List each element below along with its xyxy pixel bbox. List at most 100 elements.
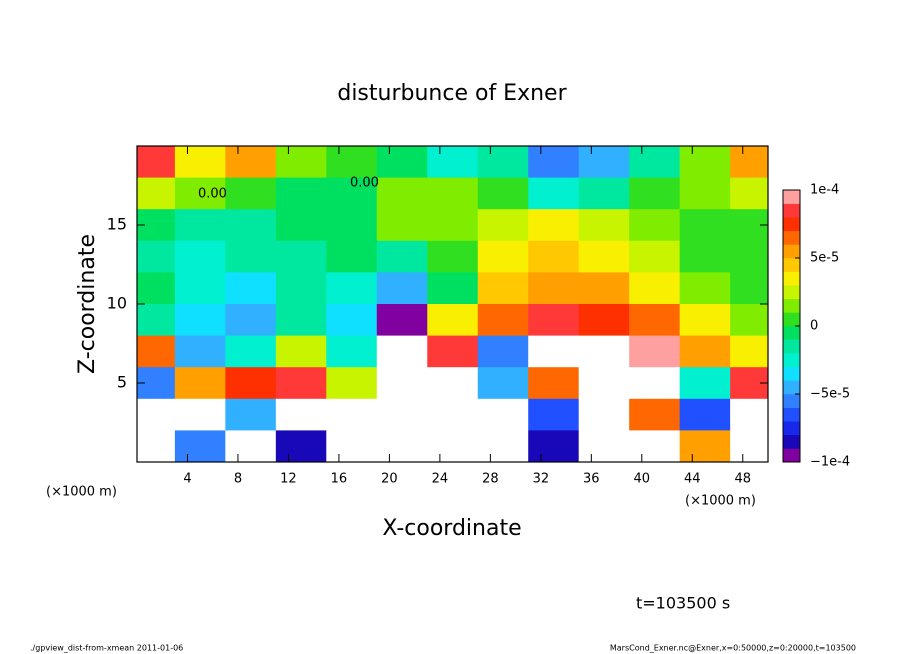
colorbar-swatch	[783, 217, 800, 232]
field-cell	[427, 146, 479, 179]
field-cell	[174, 367, 226, 400]
field-cell	[137, 146, 176, 179]
field-cell	[528, 398, 580, 431]
x-unit: (×1000 m)	[685, 494, 756, 509]
field-cell	[629, 146, 681, 179]
field-cell	[578, 430, 630, 462]
field-cell	[477, 272, 529, 305]
field	[137, 146, 768, 462]
field-cell	[730, 240, 768, 273]
field-cell	[679, 335, 731, 368]
field-cell	[528, 367, 580, 400]
y-axis-label: Z-coordinate	[75, 234, 100, 374]
field-cell	[376, 209, 428, 242]
chart-title: disturbunce of Exner	[337, 81, 567, 106]
field-cell	[629, 335, 681, 368]
y-tick-label: 15	[107, 215, 127, 234]
field-cell	[730, 335, 768, 368]
footer-left: ./gpview_dist-from-xmean 2011-01-06	[30, 644, 183, 653]
field-cell	[578, 335, 630, 368]
field-cell	[730, 304, 768, 337]
field-cell	[477, 304, 529, 337]
field-cell	[578, 146, 630, 179]
field-cell	[225, 367, 277, 400]
field-cell	[427, 335, 479, 368]
field-cell	[326, 209, 378, 242]
field-cell	[427, 367, 479, 400]
field-cell	[137, 304, 176, 337]
field-cell	[376, 272, 428, 305]
field-cell	[427, 240, 479, 273]
field-cell	[427, 304, 479, 337]
x-tick-label: 48	[734, 472, 751, 487]
colorbar-swatch	[783, 448, 800, 463]
footer-right: MarsCond_Exner.nc@Exner,x=0:50000,z=0:20…	[610, 644, 856, 653]
y-tick-label: 10	[107, 294, 127, 313]
field-cell	[326, 430, 378, 462]
field-cell	[427, 430, 479, 462]
field-cell	[528, 146, 580, 179]
colorbar-swatch	[783, 366, 800, 381]
field-cell	[174, 146, 226, 179]
field-cell	[275, 398, 327, 431]
x-tick-label: 36	[583, 472, 600, 487]
field-cell	[275, 240, 327, 273]
field-cell	[629, 177, 681, 210]
field-cell	[326, 398, 378, 431]
field-cell	[427, 177, 479, 210]
field-cell	[528, 209, 580, 242]
field-cell	[326, 146, 378, 179]
field-cell	[174, 335, 226, 368]
x-tick-label: 40	[634, 472, 651, 487]
field-cell	[730, 272, 768, 305]
field-cell	[174, 430, 226, 462]
field-cell	[376, 146, 428, 179]
field-cell	[275, 430, 327, 462]
field-cell	[326, 304, 378, 337]
field-cell	[730, 209, 768, 242]
field-cell	[629, 367, 681, 400]
field-cell	[225, 430, 277, 462]
field-cell	[528, 240, 580, 273]
field-cell	[326, 367, 378, 400]
field-cell	[174, 177, 226, 210]
field-cell	[629, 272, 681, 305]
x-tick-label: 24	[432, 472, 449, 487]
field-cell	[326, 240, 378, 273]
field-cell	[477, 146, 529, 179]
field-cell	[137, 335, 176, 368]
field-cell	[679, 304, 731, 337]
x-tick-label: 28	[482, 472, 499, 487]
colorbar-swatch	[783, 394, 800, 408]
field-cell	[174, 398, 226, 431]
field-cell	[528, 272, 580, 305]
field-cell	[477, 398, 529, 431]
colorbar-swatch	[783, 326, 800, 340]
field-cell	[477, 335, 529, 368]
colorbar-swatch	[783, 244, 800, 259]
field-cell	[376, 335, 428, 368]
field-cell	[629, 398, 681, 431]
field-cell	[679, 367, 731, 400]
field-cell	[376, 430, 428, 462]
field-cell	[225, 240, 277, 273]
field-cell	[528, 177, 580, 210]
field-cell	[578, 240, 630, 273]
field-cell	[174, 240, 226, 273]
y-unit: (×1000 m)	[46, 485, 117, 500]
field-cell	[137, 430, 176, 462]
field-cell	[578, 272, 630, 305]
field-cell	[137, 272, 176, 305]
colorbar-tick-label: −5e-5	[810, 387, 850, 402]
field-cell	[225, 272, 277, 305]
field-cell	[275, 367, 327, 400]
x-tick-label: 12	[280, 472, 297, 487]
x-axis-label: X-coordinate	[382, 516, 521, 541]
field-cell	[225, 304, 277, 337]
field-cell	[730, 430, 768, 462]
colorbar-swatch	[783, 421, 800, 436]
field-cell	[275, 146, 327, 179]
field-cell	[528, 335, 580, 368]
field-cell	[578, 304, 630, 337]
field-cell	[528, 304, 580, 337]
